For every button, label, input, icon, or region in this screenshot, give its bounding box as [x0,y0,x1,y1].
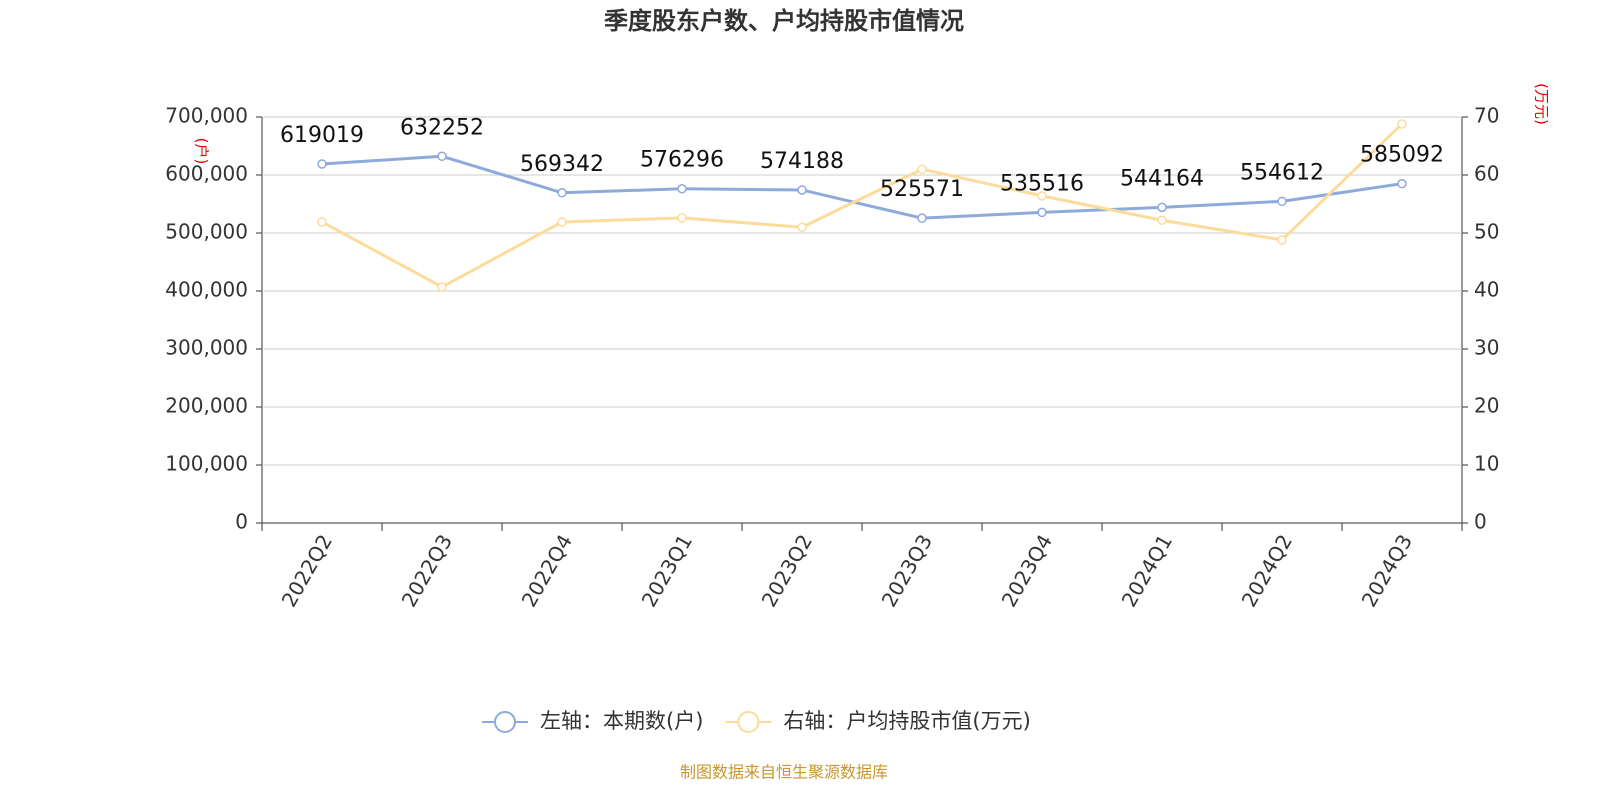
data-point [437,151,447,162]
y2-tick-label: 50 [1474,220,1499,244]
y2-axis-unit: (万元) [1533,83,1551,125]
y-tick-label: 600,000 [165,162,248,186]
y2-tick-label: 70 [1474,104,1499,128]
x-tick-label: 2024Q2 [1237,530,1297,611]
x-tick-label: 2023Q3 [877,530,937,611]
x-tick-label: 2022Q4 [517,530,577,611]
data-point [1037,191,1047,201]
x-tick-label: 2024Q3 [1357,530,1417,611]
y2-tick-label: 10 [1474,452,1499,476]
data-point [797,185,807,195]
y-tick-label: 200,000 [165,394,248,418]
data-label: 569342 [520,152,604,177]
y-tick-label: 400,000 [165,278,248,302]
data-point [437,282,447,292]
data-label: 619019 [280,123,364,148]
series-line [321,154,1403,220]
y2-tick-label: 60 [1474,162,1499,186]
data-label: 554612 [1240,160,1324,185]
y-tick-label: 0 [235,510,248,534]
data-point [557,217,567,227]
y2-tick-label: 40 [1474,278,1499,302]
data-label: 632252 [400,115,484,140]
data-point [797,222,807,232]
y2-tick-label: 0 [1474,510,1487,534]
legend-label[interactable]: 左轴：本期数(户) [540,709,703,733]
y-tick-label: 500,000 [165,220,248,244]
data-point [917,164,927,174]
x-tick-label: 2023Q2 [757,530,817,611]
data-point [1157,202,1167,213]
chart-title: 季度股东户数、户均持股市值情况 [604,7,964,35]
y2-tick-label: 20 [1474,394,1499,418]
x-tick-label: 2023Q1 [637,530,697,611]
data-label: 574188 [760,149,844,174]
data-point [317,159,327,169]
data-label: 544164 [1120,166,1204,191]
data-point [677,183,687,194]
x-tick-label: 2024Q1 [1117,530,1177,611]
legend-icon [737,711,760,733]
x-tick-label: 2022Q3 [397,530,457,611]
series-line [321,122,1404,289]
y-tick-label: 300,000 [165,336,248,360]
y-tick-label: 700,000 [165,104,248,128]
y-tick-label: 100,000 [165,452,248,476]
data-point [1157,215,1167,225]
data-point [1277,235,1287,245]
source-note: 制图数据来自恒生聚源数据库 [680,763,888,782]
data-point [1277,196,1287,207]
y-axis-unit: (户) [193,138,211,165]
legend-icon [494,711,516,733]
data-point [677,213,687,223]
data-label: 525571 [880,177,964,202]
legend-label[interactable]: 右轴：户均持股市值(万元) [783,709,1030,733]
x-tick-label: 2023Q4 [997,530,1057,611]
data-point [1037,207,1047,218]
data-point [317,217,327,227]
data-label: 576296 [640,148,724,173]
data-point [917,213,927,223]
x-tick-label: 2022Q2 [277,530,337,611]
y2-tick-label: 30 [1474,336,1499,360]
data-point [557,188,567,198]
data-point [1397,178,1407,189]
data-label: 585092 [1360,143,1444,168]
data-point [1397,119,1407,129]
